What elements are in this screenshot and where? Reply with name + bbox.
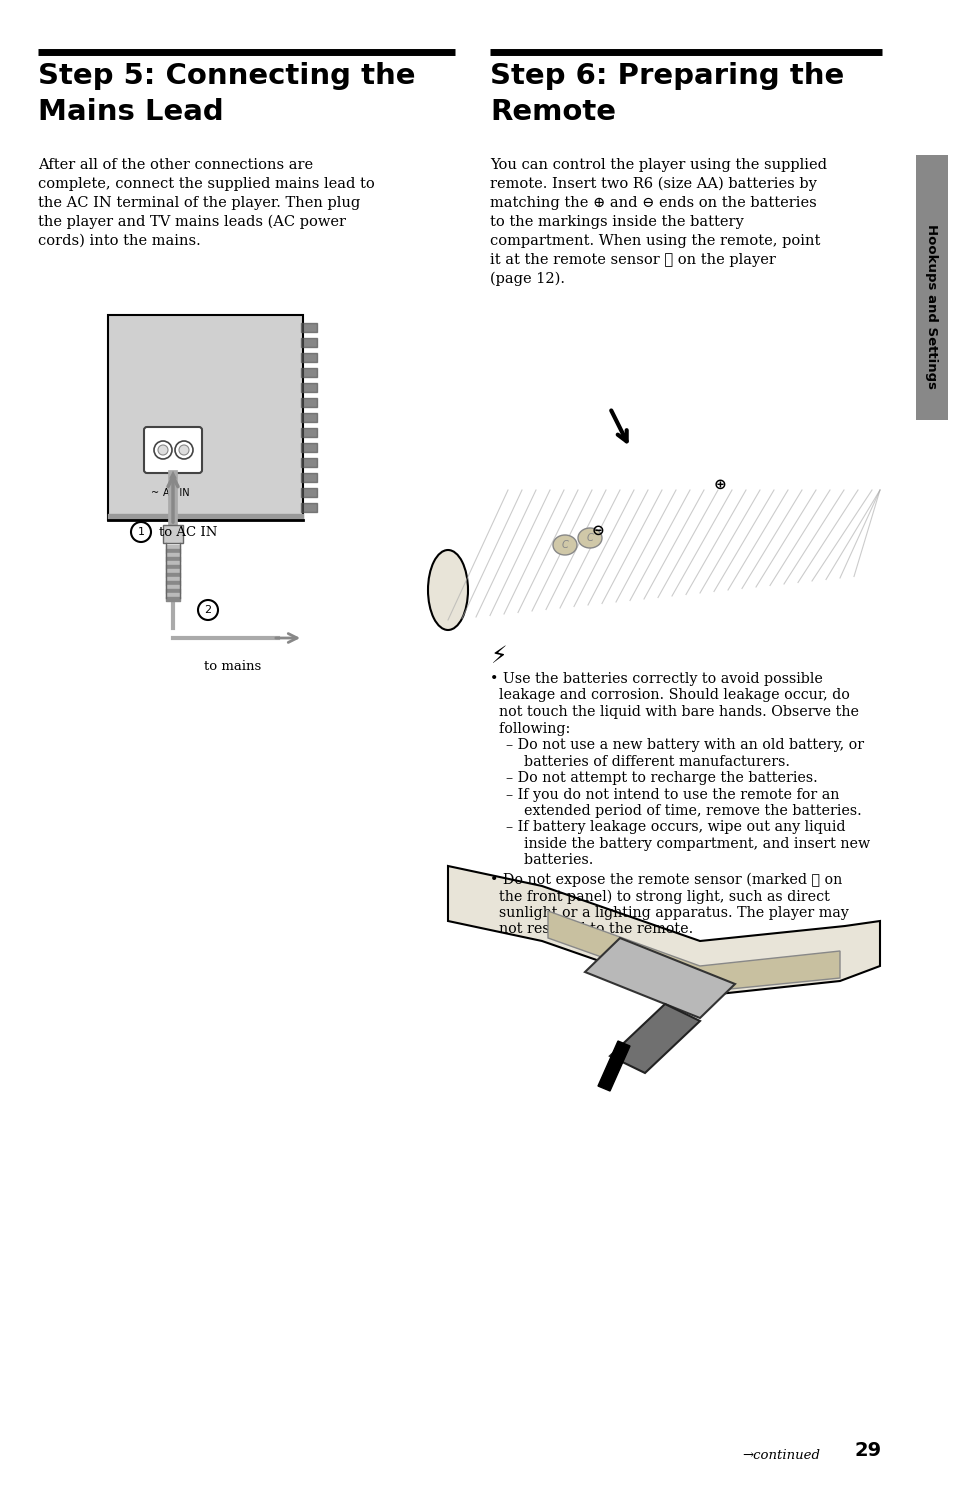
Circle shape [174,441,193,459]
Bar [108,315,303,520]
Text: following:: following: [490,722,570,736]
Text: ~: ~ [151,487,159,498]
Text: AC IN: AC IN [163,487,190,498]
Text: • Do not expose the remote sensor (marked Ⓡ on: • Do not expose the remote sensor (marke… [490,872,841,887]
Polygon shape [598,1042,629,1091]
Text: • Use the batteries correctly to avoid possible: • Use the batteries correctly to avoid p… [490,672,822,687]
Circle shape [179,444,189,455]
Polygon shape [448,866,879,996]
Ellipse shape [578,528,601,548]
Text: C: C [561,539,568,550]
Text: After all of the other connections are: After all of the other connections are [38,158,313,172]
Text: ⊖: ⊖ [672,464,683,477]
Text: leakage and corrosion. Should leakage occur, do: leakage and corrosion. Should leakage oc… [490,688,849,703]
Ellipse shape [553,535,577,554]
Circle shape [131,522,151,542]
Text: it at the remote sensor Ⓡ on the player: it at the remote sensor Ⓡ on the player [490,253,775,267]
Polygon shape [609,1005,700,1073]
Text: compartment. When using the remote, point: compartment. When using the remote, poin… [490,233,820,248]
Bar [915,155,947,421]
Text: cords) into the mains.: cords) into the mains. [38,233,200,248]
Text: C: C [586,533,593,542]
Text: extended period of time, remove the batteries.: extended period of time, remove the batt… [505,804,861,817]
Text: inside the battery compartment, and insert new: inside the battery compartment, and inse… [505,837,869,851]
Text: Mains Lead: Mains Lead [38,98,224,126]
Text: – If you do not intend to use the remote for an: – If you do not intend to use the remote… [505,788,839,801]
Text: ⊕: ⊕ [713,477,725,492]
Circle shape [153,441,172,459]
FancyBboxPatch shape [144,426,202,473]
Text: to AC IN: to AC IN [159,526,217,538]
Text: – Do not attempt to recharge the batteries.: – Do not attempt to recharge the batteri… [505,771,817,785]
Text: 29: 29 [854,1441,882,1461]
Text: Step 5: Connecting the: Step 5: Connecting the [38,62,416,91]
Text: the front panel) to strong light, such as direct: the front panel) to strong light, such a… [490,890,829,903]
Circle shape [158,444,168,455]
Text: ⚡: ⚡ [490,643,506,669]
Text: the player and TV mains leads (AC power: the player and TV mains leads (AC power [38,215,346,229]
Text: ⊖: ⊖ [591,523,604,538]
Text: remote. Insert two R6 (size AA) batteries by: remote. Insert two R6 (size AA) batterie… [490,177,816,192]
Text: the AC IN terminal of the player. Then plug: the AC IN terminal of the player. Then p… [38,196,360,210]
Polygon shape [584,938,734,1018]
Text: batteries of different manufacturers.: batteries of different manufacturers. [505,755,789,768]
Text: batteries.: batteries. [505,853,593,868]
Text: You can control the player using the supplied: You can control the player using the sup… [490,158,826,172]
Text: 2: 2 [204,605,212,615]
Circle shape [198,600,218,620]
Text: ⊕: ⊕ [631,413,642,426]
Text: – If battery leakage occurs, wipe out any liquid: – If battery leakage occurs, wipe out an… [505,820,844,835]
Text: not touch the liquid with bare hands. Observe the: not touch the liquid with bare hands. Ob… [490,704,858,719]
FancyBboxPatch shape [163,525,183,542]
Text: (page 12).: (page 12). [490,272,564,287]
Text: not respond to the remote.: not respond to the remote. [490,923,693,936]
Text: Remote: Remote [490,98,616,126]
Text: →continued: →continued [741,1449,820,1462]
Text: to mains: to mains [204,660,261,673]
Text: Step 6: Preparing the: Step 6: Preparing the [490,62,843,91]
Text: complete, connect the supplied mains lead to: complete, connect the supplied mains lea… [38,177,375,192]
Text: matching the ⊕ and ⊖ ends on the batteries: matching the ⊕ and ⊖ ends on the batteri… [490,196,816,210]
Text: to the markings inside the battery: to the markings inside the battery [490,215,743,229]
Ellipse shape [428,550,468,630]
Text: 1: 1 [137,528,144,536]
Text: Hookups and Settings: Hookups and Settings [924,224,938,389]
Polygon shape [547,911,840,993]
Text: sunlight or a lighting apparatus. The player may: sunlight or a lighting apparatus. The pl… [490,906,848,920]
Text: – Do not use a new battery with an old battery, or: – Do not use a new battery with an old b… [505,739,863,752]
